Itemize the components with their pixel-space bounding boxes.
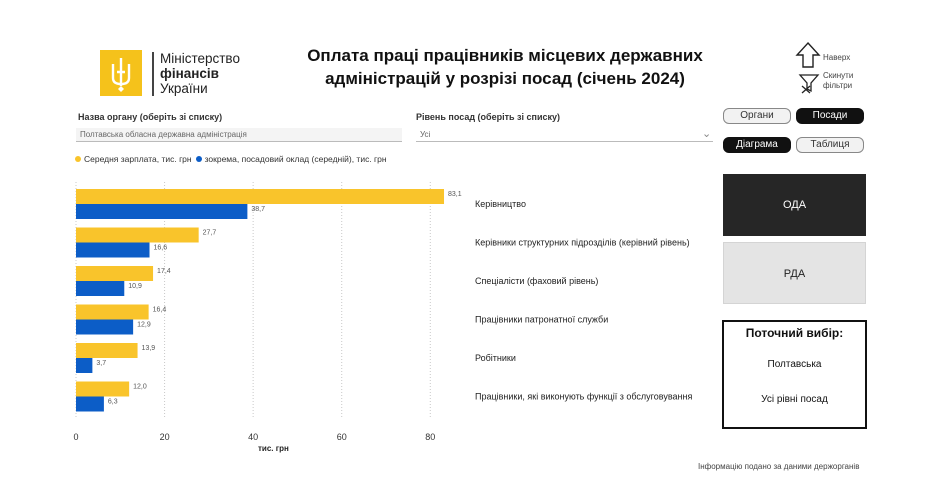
bar-salary <box>76 189 445 204</box>
arrow-up-icon[interactable] <box>795 41 821 69</box>
bar-salary <box>76 304 149 320</box>
data-label: 13,9 <box>142 345 156 352</box>
data-label: 27,7 <box>203 230 217 237</box>
category-label: Керівники структурних підрозділів (керів… <box>475 238 690 248</box>
data-label: 12,9 <box>137 322 151 329</box>
data-label: 16,6 <box>154 245 168 252</box>
x-tick-label: 0 <box>73 432 78 442</box>
bar-salary <box>76 227 199 243</box>
legend-salary: Середня зарплата, тис. грн <box>84 154 192 164</box>
bar-base-salary <box>76 281 125 296</box>
bar-base-salary <box>76 358 93 373</box>
logo-line-3: України <box>160 81 208 96</box>
category-label: Робітники <box>475 353 516 363</box>
x-tick-label: 60 <box>337 432 347 442</box>
nav-up-label[interactable]: Наверх <box>823 53 851 62</box>
legend-base: зокрема, посадовий оклад (середній), тис… <box>204 154 387 164</box>
reset-label-2: фільтри <box>823 81 853 90</box>
ministry-name: Міністерство фінансів України <box>160 51 240 96</box>
current-selection-level: Усі рівні посад <box>761 394 828 405</box>
table-toggle-button[interactable]: Таблиця <box>796 137 864 153</box>
x-tick-label: 80 <box>425 432 435 442</box>
data-source-note: Інформацію подано за даними держорганів <box>698 462 860 471</box>
current-selection-region: Полтавська <box>767 359 822 370</box>
diagram-toggle-button[interactable]: Діаграма <box>723 137 791 153</box>
bar-base-salary <box>76 204 248 219</box>
oda-button[interactable]: ОДА <box>723 174 866 236</box>
organs-toggle-button[interactable]: Органи <box>723 108 791 124</box>
clear-filter-icon[interactable] <box>798 72 820 94</box>
level-slicer-dropdown[interactable]: Усі <box>416 128 713 142</box>
category-label: Працівники, які виконують функції з обсл… <box>475 392 692 402</box>
x-axis-title: тис. грн <box>258 444 289 453</box>
x-tick-label: 40 <box>248 432 258 442</box>
current-selection-card: Поточний вибір: Полтавська Усі рівні пос… <box>722 320 867 429</box>
title-line-1: Оплата праці працівників місцевих держав… <box>307 46 703 65</box>
page-title: Оплата праці працівників місцевих держав… <box>270 44 740 90</box>
data-label: 10,9 <box>128 283 142 290</box>
org-slicer-value: Полтавська обласна державна адміністраці… <box>80 130 247 139</box>
logo-divider <box>152 52 154 96</box>
category-label: Спеціалісти (фаховий рівень) <box>475 276 598 286</box>
data-label: 3,7 <box>96 360 106 367</box>
level-slicer-value: Усі <box>420 130 431 139</box>
legend-dot-base <box>195 156 202 162</box>
data-label: 38,7 <box>251 206 265 213</box>
level-slicer-label: Рівень посад (оберіть зі списку) <box>416 112 560 122</box>
bar-base-salary <box>76 242 150 258</box>
current-selection-heading: Поточний вибір: <box>745 326 844 340</box>
data-label: 83,1 <box>448 191 462 198</box>
data-label: 12,0 <box>133 384 147 391</box>
logo-line-1: Міністерство <box>160 51 240 66</box>
data-label: 16,4 <box>153 307 167 314</box>
category-label: Керівництво <box>475 199 526 209</box>
chevron-down-icon[interactable]: ⌄ <box>702 128 712 140</box>
trident-icon <box>111 58 131 92</box>
chart-legend: Середня зарплата, тис. грн зокрема, поса… <box>75 154 387 164</box>
bar-salary <box>76 381 130 397</box>
ministry-logo <box>100 50 142 96</box>
salary-bar-chart: 0 20 40 60 80 83,1 38,7 Керівництво 27,7 16,6 Кері… <box>73 182 692 442</box>
bar-base-salary <box>76 396 104 412</box>
title-line-2: адміністрацій у розрізі посад (січень 20… <box>325 69 685 88</box>
data-label: 17,4 <box>157 268 171 275</box>
x-tick-label: 20 <box>160 432 170 442</box>
bar-base-salary <box>76 319 134 335</box>
bar-salary <box>76 266 154 281</box>
legend-dot-salary <box>75 156 81 162</box>
logo-line-2: фінансів <box>160 66 219 81</box>
data-label: 6,3 <box>108 399 118 406</box>
org-slicer-dropdown[interactable]: Полтавська обласна державна адміністраці… <box>76 128 402 142</box>
bar-salary <box>76 343 138 358</box>
org-slicer-label: Назва органу (оберіть зі списку) <box>78 112 223 122</box>
positions-toggle-button[interactable]: Посади <box>796 108 864 124</box>
reset-label-1: Скинути <box>823 71 854 80</box>
category-label: Працівники патронатної служби <box>475 315 608 325</box>
rda-button[interactable]: РДА <box>723 242 866 304</box>
nav-reset-label[interactable]: Скинути фільтри <box>823 71 863 91</box>
